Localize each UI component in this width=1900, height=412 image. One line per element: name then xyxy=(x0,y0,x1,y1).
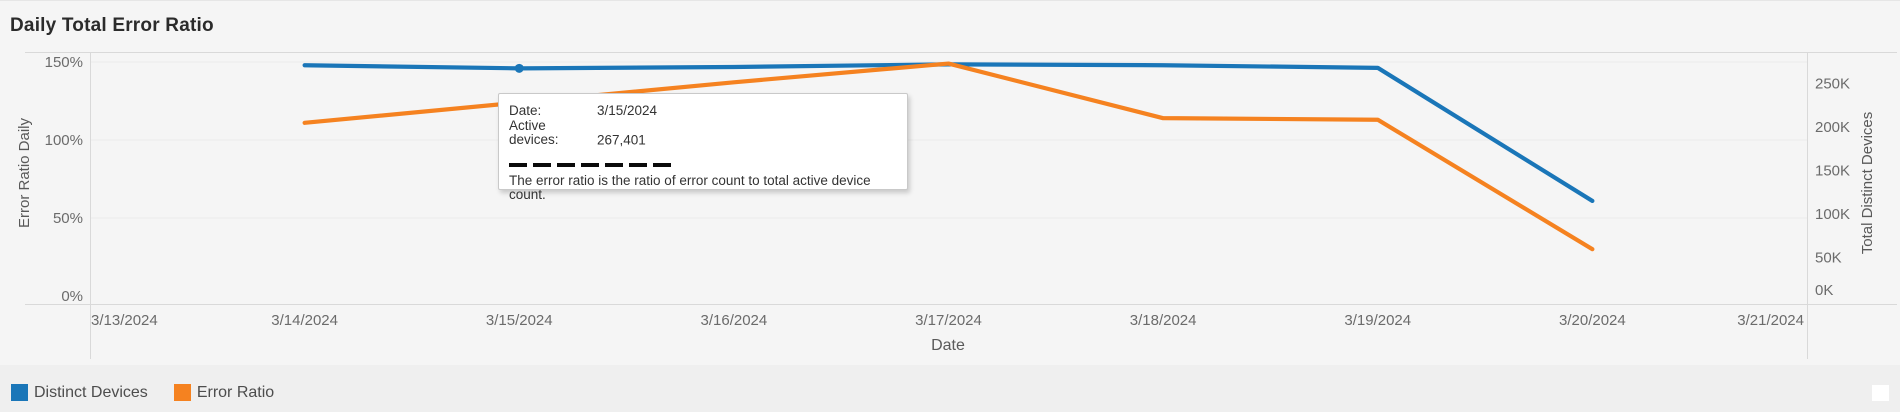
legend-corner-white-box[interactable] xyxy=(1872,385,1889,401)
tooltip-date-label: Date: xyxy=(509,103,542,118)
x-axis-tick-label: 3/16/2024 xyxy=(701,312,768,329)
left-axis-tick-label: 100% xyxy=(45,132,83,149)
legend-item-distinct-devices[interactable]: Distinct Devices xyxy=(11,384,148,401)
x-axis-tick-label: 3/13/2024 xyxy=(91,312,158,329)
tooltip-devices-row: Active devices: 267,401 xyxy=(509,117,895,148)
x-axis-tick-label: 3/18/2024 xyxy=(1130,312,1197,329)
tooltip-devices-value: 267,401 xyxy=(597,132,646,147)
x-axis-tick-label: 3/19/2024 xyxy=(1344,312,1411,329)
error-ratio-swatch-icon xyxy=(173,384,191,401)
x-axis-tick-label: 3/15/2024 xyxy=(486,312,553,329)
x-axis-title: Date xyxy=(931,337,965,354)
tooltip-devices-label: Active devices: xyxy=(509,117,559,147)
chart-legend: Distinct Devices Error Ratio xyxy=(0,365,1900,412)
tooltip-date-row: Date: 3/15/2024 xyxy=(509,103,895,119)
legend-item-error-ratio[interactable]: Error Ratio xyxy=(173,384,275,401)
x-axis-tick-label: 3/14/2024 xyxy=(271,312,338,329)
right-axis-tick-label: 0K xyxy=(1815,282,1833,299)
chart-tooltip: Date: 3/15/2024 Active devices: 267,401 Th… xyxy=(498,93,908,202)
distinct-devices-swatch-icon xyxy=(11,384,28,401)
right-axis-tick-label: 50K xyxy=(1815,250,1842,267)
left-axis-title: Error Ratio Daily xyxy=(16,117,33,228)
x-axis-tick-label: 3/21/2024 xyxy=(1737,312,1804,329)
x-axis-tick-label: 3/20/2024 xyxy=(1559,312,1626,329)
right-axis-title: Total Distinct Devices xyxy=(1859,112,1876,255)
legend-label-error-ratio: Error Ratio xyxy=(196,384,275,401)
right-axis-tick-label: 200K xyxy=(1815,119,1850,136)
x-axis-tick-label: 3/17/2024 xyxy=(915,312,982,329)
left-axis-tick-label: 0% xyxy=(61,288,83,305)
tooltip-note: The error ratio is the ratio of error co… xyxy=(509,172,871,202)
highlighted-point-marker[interactable] xyxy=(514,63,524,73)
right-axis-tick-label: 250K xyxy=(1815,76,1850,93)
right-axis-tick-label: 150K xyxy=(1815,163,1850,180)
right-axis-tick-label: 100K xyxy=(1815,206,1850,223)
legend-label-distinct-devices: Distinct Devices xyxy=(34,384,148,401)
tooltip-date-value: 3/15/2024 xyxy=(597,103,658,118)
chart-title: Daily Total Error Ratio xyxy=(10,15,214,36)
left-axis-tick-label: 150% xyxy=(45,54,83,71)
left-axis-tick-label: 50% xyxy=(53,210,83,227)
tooltip-separator-line xyxy=(509,162,677,167)
